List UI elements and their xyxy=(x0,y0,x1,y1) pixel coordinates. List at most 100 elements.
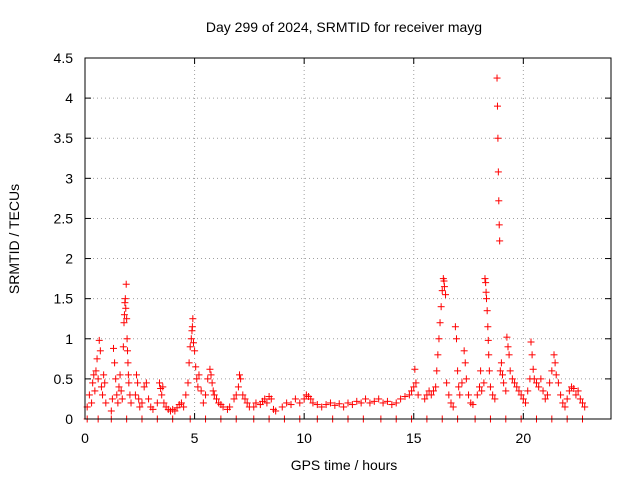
x-axis-label: GPS time / hours xyxy=(291,457,398,473)
data-point xyxy=(296,399,304,407)
data-point xyxy=(159,383,167,391)
data-point xyxy=(563,395,571,403)
data-point xyxy=(570,385,578,393)
data-point xyxy=(375,395,383,403)
data-point xyxy=(530,375,538,383)
data-point xyxy=(434,351,442,359)
data-point xyxy=(357,399,365,407)
data-point xyxy=(482,279,490,287)
y-tick-label: 2 xyxy=(65,251,73,267)
data-point xyxy=(581,403,589,411)
data-point xyxy=(99,391,107,399)
data-point xyxy=(234,383,242,391)
data-point xyxy=(241,395,249,403)
data-point xyxy=(493,102,501,110)
data-point xyxy=(114,399,122,407)
data-point xyxy=(119,343,127,351)
data-point xyxy=(95,336,103,344)
y-tick-label: 2.5 xyxy=(54,210,74,226)
data-point xyxy=(322,401,330,409)
data-point xyxy=(194,383,202,391)
data-point xyxy=(185,359,193,367)
data-point xyxy=(219,403,227,411)
data-point xyxy=(145,395,153,403)
data-point xyxy=(189,315,197,323)
grid xyxy=(85,58,611,419)
data-point xyxy=(278,403,286,411)
data-point xyxy=(484,323,492,331)
data-point xyxy=(451,323,459,331)
data-point xyxy=(388,401,396,409)
data-point xyxy=(113,391,121,399)
data-point xyxy=(100,371,108,379)
data-point xyxy=(116,371,124,379)
data-point xyxy=(408,387,416,395)
data-point xyxy=(101,379,109,387)
data-point xyxy=(454,367,462,375)
data-point xyxy=(313,401,321,409)
data-point xyxy=(89,379,97,387)
data-point xyxy=(456,391,464,399)
data-point xyxy=(491,395,499,403)
data-point xyxy=(272,407,280,415)
data-point xyxy=(318,403,326,411)
data-point xyxy=(500,379,508,387)
data-point xyxy=(93,355,101,363)
data-point xyxy=(502,387,510,395)
data-point xyxy=(421,395,429,403)
data-point xyxy=(140,383,148,391)
chart-title: Day 299 of 2024, SRMTID for receiver may… xyxy=(206,19,482,35)
data-point xyxy=(436,319,444,327)
data-point xyxy=(197,387,205,395)
data-point xyxy=(437,303,445,311)
data-point xyxy=(111,359,119,367)
data-point xyxy=(554,379,562,387)
y-tick-label: 4 xyxy=(65,90,73,106)
data-point xyxy=(123,315,131,323)
data-point xyxy=(370,397,378,405)
y-tick-label: 1.5 xyxy=(54,291,74,307)
data-point xyxy=(267,395,275,403)
data-point xyxy=(481,275,489,283)
data-point xyxy=(125,379,133,387)
data-point xyxy=(362,395,370,403)
data-point xyxy=(252,399,260,407)
data-point xyxy=(483,295,491,303)
data-point xyxy=(88,399,96,407)
data-point xyxy=(230,395,238,403)
data-points xyxy=(83,74,589,423)
data-point xyxy=(546,379,554,387)
data-point xyxy=(213,395,220,403)
data-point xyxy=(236,371,244,379)
data-point xyxy=(493,74,501,82)
data-point xyxy=(445,391,453,399)
data-point xyxy=(529,365,537,373)
data-point xyxy=(458,379,466,387)
data-point xyxy=(550,351,558,359)
data-point xyxy=(180,403,188,411)
data-point xyxy=(432,383,440,391)
y-tick-label: 3.5 xyxy=(54,130,74,146)
data-point xyxy=(503,333,511,341)
data-point xyxy=(177,399,185,407)
data-point xyxy=(136,403,144,411)
data-point xyxy=(138,399,146,407)
data-point xyxy=(96,347,104,355)
data-point xyxy=(405,391,413,399)
data-point xyxy=(135,395,143,403)
data-point xyxy=(210,391,218,399)
data-point xyxy=(473,391,481,399)
data-point xyxy=(517,391,525,399)
data-point xyxy=(476,383,483,391)
data-point xyxy=(535,383,543,391)
data-point xyxy=(414,391,422,399)
data-point xyxy=(91,387,99,395)
data-point xyxy=(153,399,161,407)
data-point xyxy=(199,399,207,407)
x-tick-label: 20 xyxy=(516,430,532,446)
data-point xyxy=(90,371,98,379)
data-point xyxy=(102,399,110,407)
x-tick-label: 10 xyxy=(296,430,312,446)
data-point xyxy=(340,403,348,411)
data-point xyxy=(263,399,271,407)
